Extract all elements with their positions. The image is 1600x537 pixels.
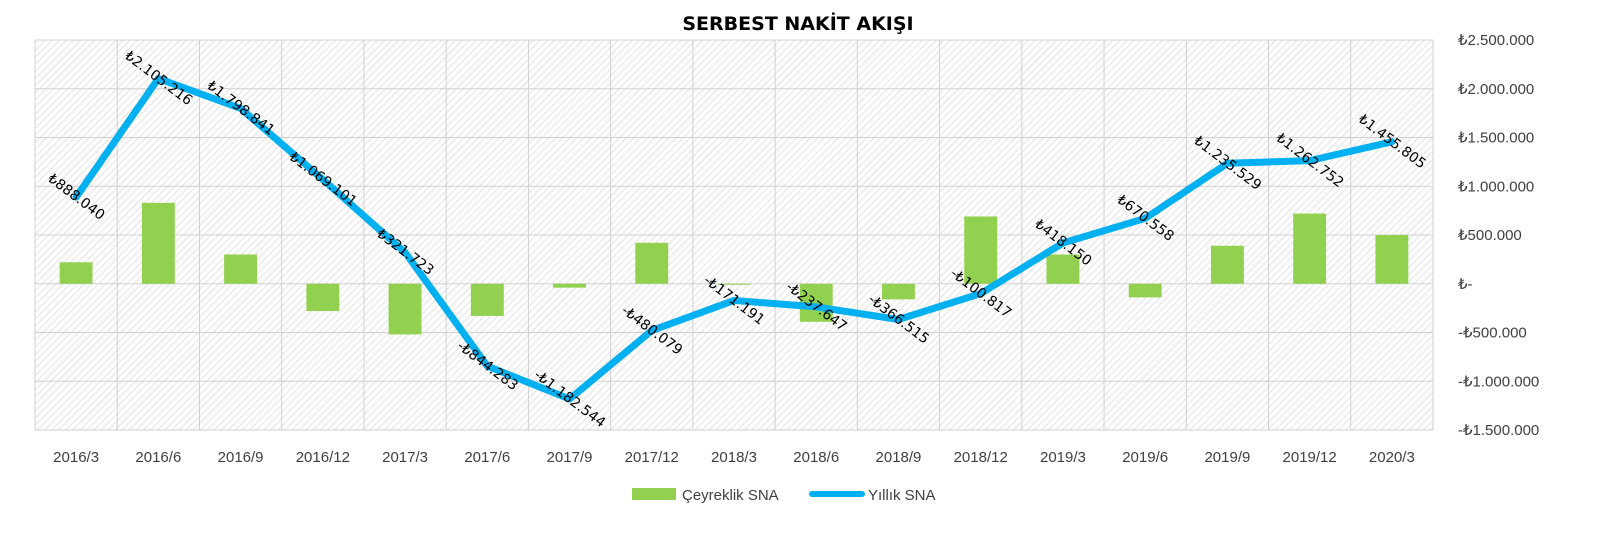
x-tick-label: 2020/3	[1369, 449, 1415, 466]
y-tick-label: -₺1.000.000	[1458, 373, 1539, 390]
x-axis: 2016/3 2016/6 2016/9 2016/12 2017/3 2017/6 201…	[53, 449, 1415, 466]
x-tick-label: 2017/6	[464, 449, 510, 466]
bar-2018-3	[717, 283, 751, 285]
line-point	[897, 318, 900, 321]
x-tick-label: 2016/6	[135, 449, 181, 466]
bar-series	[59, 202, 1409, 335]
line-point	[733, 299, 735, 302]
x-tick-label: 2018/6	[793, 449, 839, 466]
y-tick-label: -₺1.500.000	[1458, 422, 1539, 439]
bar-2020-3	[1375, 235, 1409, 284]
line-point	[75, 196, 78, 199]
bar-2016-3	[59, 262, 93, 284]
x-tick-label: 2019/9	[1204, 449, 1250, 466]
y-tick-label: -₺500.000	[1458, 325, 1527, 342]
bar-2017-6	[470, 283, 504, 316]
bar-2019-9	[1210, 245, 1244, 284]
bar-2018-9	[882, 283, 915, 300]
line-point	[979, 292, 982, 295]
legend-label-ceyreklik: Çeyreklik SNA	[682, 487, 779, 504]
x-tick-label: 2019/3	[1040, 449, 1086, 466]
line-point	[1226, 162, 1229, 165]
x-tick-label: 2017/3	[382, 449, 428, 466]
line-point	[321, 178, 324, 181]
y-tick-label: ₺2.500.000	[1458, 32, 1534, 49]
line-point	[404, 251, 407, 254]
line-point	[650, 329, 653, 332]
x-tick-label: 2016/12	[296, 449, 350, 466]
bar-2017-12	[635, 242, 669, 284]
bar-2019-12	[1293, 213, 1327, 284]
y-tick-label: ₺500.000	[1458, 227, 1522, 244]
bar-2018-12	[964, 216, 998, 284]
line-point	[815, 305, 818, 308]
x-tick-label: 2016/3	[53, 449, 99, 466]
legend-swatch-bar	[632, 488, 676, 500]
y-axis: ₺2.500.000 ₺2.000.000 ₺1.500.000 ₺1.000.000…	[1458, 32, 1539, 439]
line-point	[1061, 241, 1064, 244]
bar-2016-6	[141, 202, 175, 284]
line-point	[1308, 159, 1311, 162]
y-tick-label: ₺1.500.000	[1458, 130, 1534, 147]
legend: Çeyreklik SNA Yıllık SNA	[632, 487, 936, 504]
y-tick-label: ₺1.000.000	[1458, 178, 1534, 195]
legend-label-yillik: Yıllık SNA	[868, 487, 936, 504]
line-point	[1144, 217, 1147, 220]
x-tick-label: 2017/9	[547, 449, 593, 466]
gridlines	[34, 39, 1434, 431]
x-tick-label: 2017/12	[625, 449, 679, 466]
y-tick-label: ₺2.000.000	[1458, 81, 1534, 98]
bar-2017-3	[388, 283, 422, 335]
line-point	[1390, 140, 1393, 143]
bar-2016-12	[306, 283, 340, 312]
line-point	[157, 77, 160, 80]
bar-2019-6	[1128, 283, 1162, 298]
y-tick-label: ₺-	[1458, 276, 1473, 293]
line-point	[239, 107, 242, 110]
bar-2016-9	[224, 254, 258, 284]
bar-2019-3	[1046, 254, 1080, 284]
line-series	[72, 74, 1396, 403]
x-tick-label: 2018/9	[876, 449, 922, 466]
x-tick-label: 2018/3	[711, 449, 757, 466]
line-point	[486, 365, 489, 368]
x-tick-label: 2018/12	[954, 449, 1008, 466]
x-tick-label: 2016/9	[218, 449, 264, 466]
line-point	[568, 398, 571, 401]
chart-title: SERBEST NAKİT AKIŞI	[682, 11, 913, 35]
x-tick-label: 2019/12	[1283, 449, 1337, 466]
x-tick-label: 2019/6	[1122, 449, 1168, 466]
bar-2017-9	[553, 283, 586, 288]
